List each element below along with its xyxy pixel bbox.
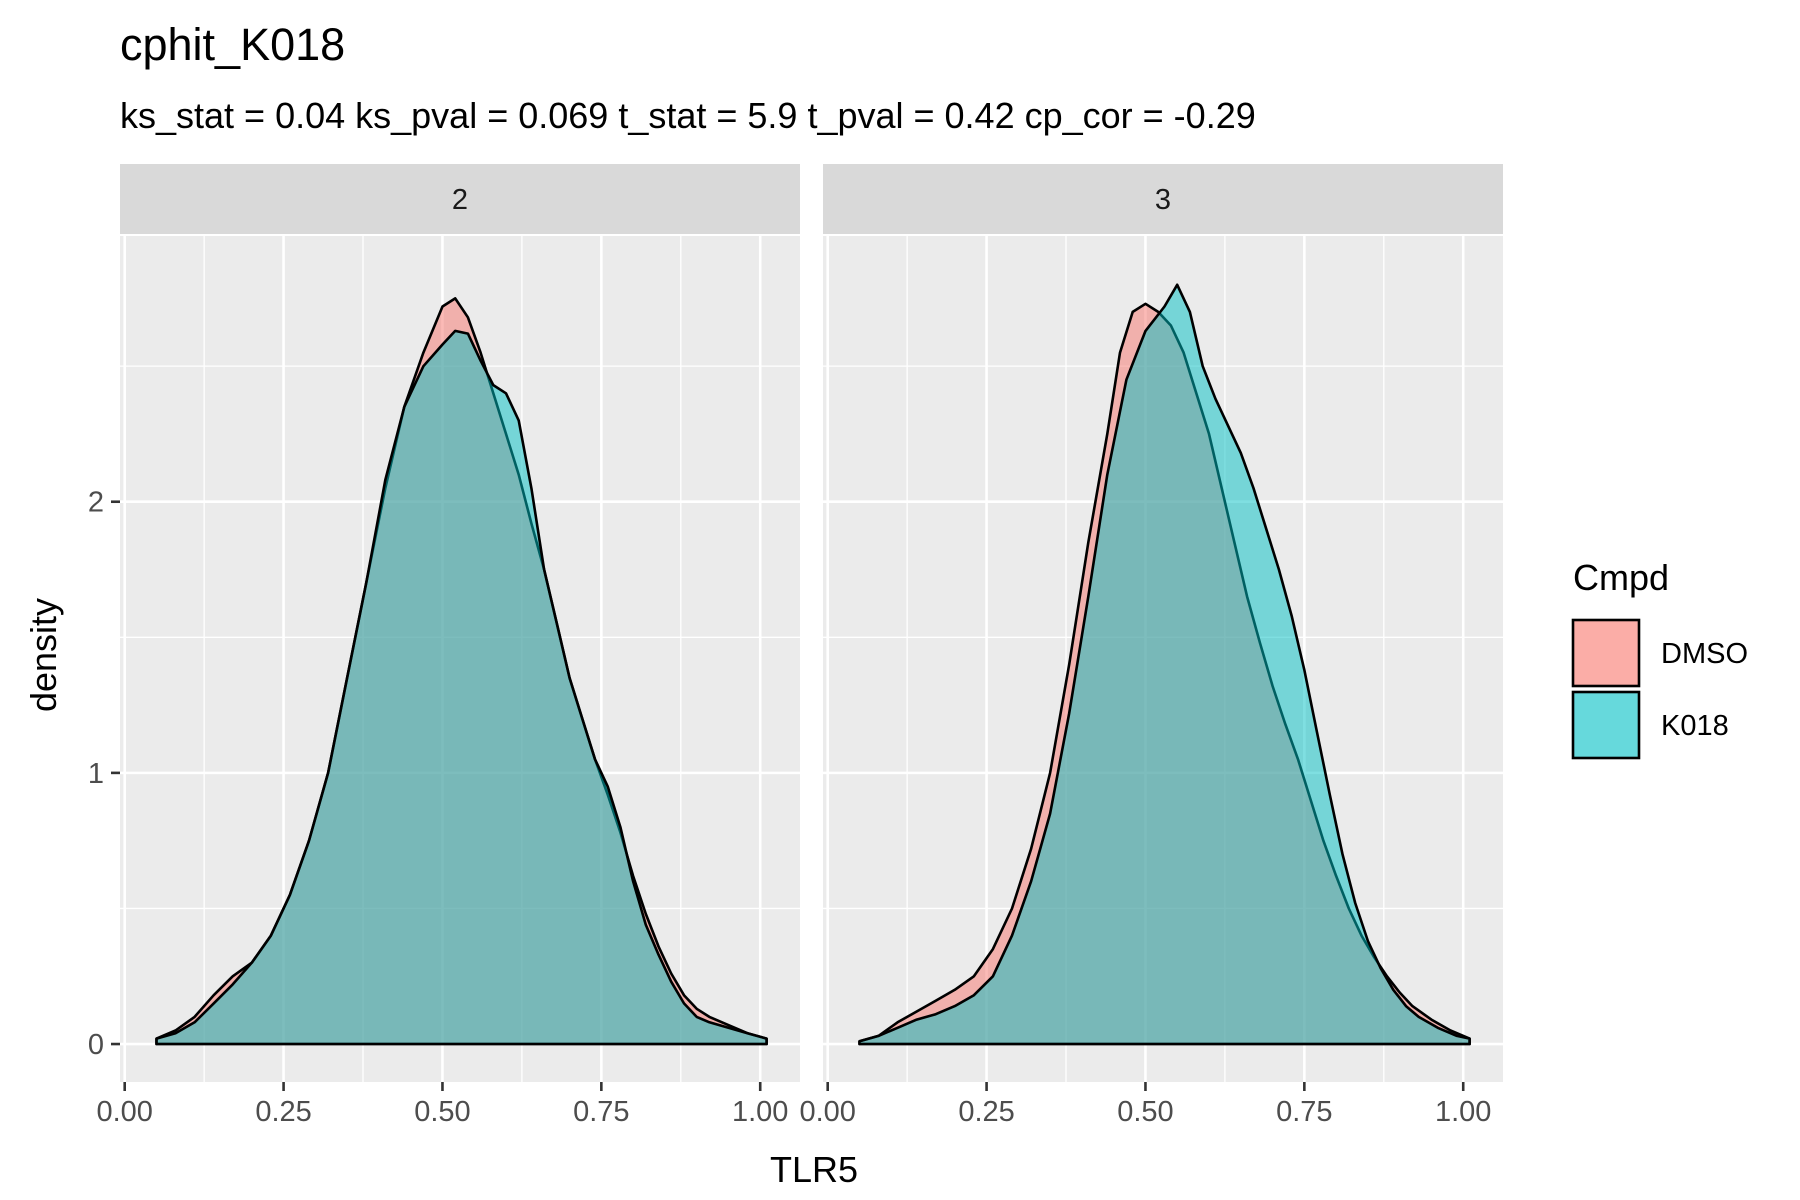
facet-strip-label: 3: [1155, 184, 1171, 216]
x-tick-label: 0.25: [255, 1096, 311, 1128]
facet-panel-2: 2 0.00 0.25 0.50 0.75 1.00 0 1 2: [88, 164, 800, 1128]
x-tick-label: 1.00: [1435, 1096, 1491, 1128]
facet-panels: 2 0.00 0.25 0.50 0.75 1.00 0 1 2 3 0.00 0.25 0.50 0.7…: [88, 164, 1503, 1128]
density-area-k018: [155, 329, 768, 1046]
y-tick-label: 1: [88, 758, 104, 790]
x-tick-label: 0.75: [1276, 1096, 1332, 1128]
x-axis-title: TLR5: [770, 1149, 858, 1190]
legend: Cmpd DMSO K018: [1571, 557, 1748, 760]
x-tick-label: 0.00: [799, 1096, 855, 1128]
density-area-k018: [858, 283, 1471, 1046]
chart-subtitle: ks_stat = 0.04 ks_pval = 0.069 t_stat = …: [120, 95, 1256, 136]
x-tick-label: 1.00: [732, 1096, 788, 1128]
legend-key: [1571, 690, 1641, 760]
x-tick-label: 0.75: [573, 1096, 629, 1128]
y-tick-label: 0: [88, 1029, 104, 1061]
legend-title: Cmpd: [1573, 557, 1669, 598]
legend-label: K018: [1661, 710, 1729, 742]
chart-title: cphit_K018: [120, 19, 345, 70]
legend-label: DMSO: [1661, 638, 1748, 670]
x-tick-label: 0.50: [414, 1096, 470, 1128]
y-tick-label: 2: [88, 487, 104, 519]
x-tick-label: 0.25: [958, 1096, 1014, 1128]
x-tick-label: 0.00: [96, 1096, 152, 1128]
facet-strip-label: 2: [452, 184, 468, 216]
legend-item-k018: K018: [1571, 690, 1729, 760]
facet-panel-3: 3 0.00 0.25 0.50 0.75 1.00: [799, 164, 1503, 1128]
x-tick-label: 0.50: [1117, 1096, 1173, 1128]
legend-key: [1571, 618, 1641, 688]
facet-strip: [120, 164, 800, 234]
facet-strip: [823, 164, 1503, 234]
y-axis-title: density: [23, 598, 64, 712]
legend-item-dmso: DMSO: [1571, 618, 1748, 688]
